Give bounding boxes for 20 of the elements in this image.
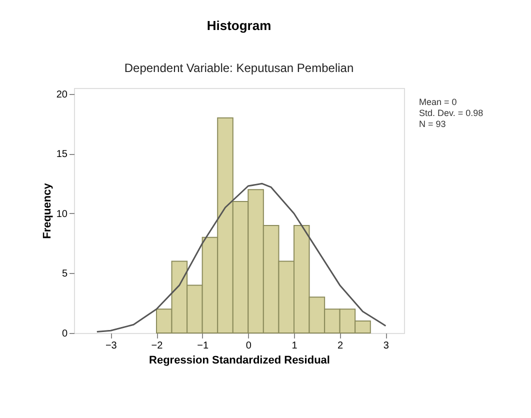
y-tick-label: 20 <box>56 89 68 100</box>
x-tick-label: 3 <box>383 340 390 352</box>
x-tick-label: −3 <box>105 340 118 352</box>
y-tick-label: 0 <box>62 328 68 340</box>
x-tick-label: −1 <box>197 340 209 352</box>
y-axis-title: Frequency <box>41 182 54 239</box>
text: Mean = 0 <box>419 97 457 107</box>
text: Std. Dev. = 0.98 <box>419 108 484 118</box>
y-tick-label: 15 <box>56 149 68 160</box>
chart-subtitle: Dependent Variable: Keputusan Pembelian <box>124 61 354 75</box>
y-tick-label: 10 <box>56 208 68 220</box>
y-tick-label: 5 <box>62 268 68 280</box>
x-axis-title: Regression Standardized Residual <box>149 354 330 366</box>
x-tick-label: 1 <box>292 340 298 352</box>
x-tick-label: 0 <box>246 340 252 352</box>
text: N = 93 <box>419 119 446 129</box>
x-tick-label: −2 <box>151 340 164 352</box>
x-tick-label: 2 <box>338 340 344 352</box>
chart-title: Histogram <box>206 18 272 33</box>
line-series <box>96 182 386 333</box>
